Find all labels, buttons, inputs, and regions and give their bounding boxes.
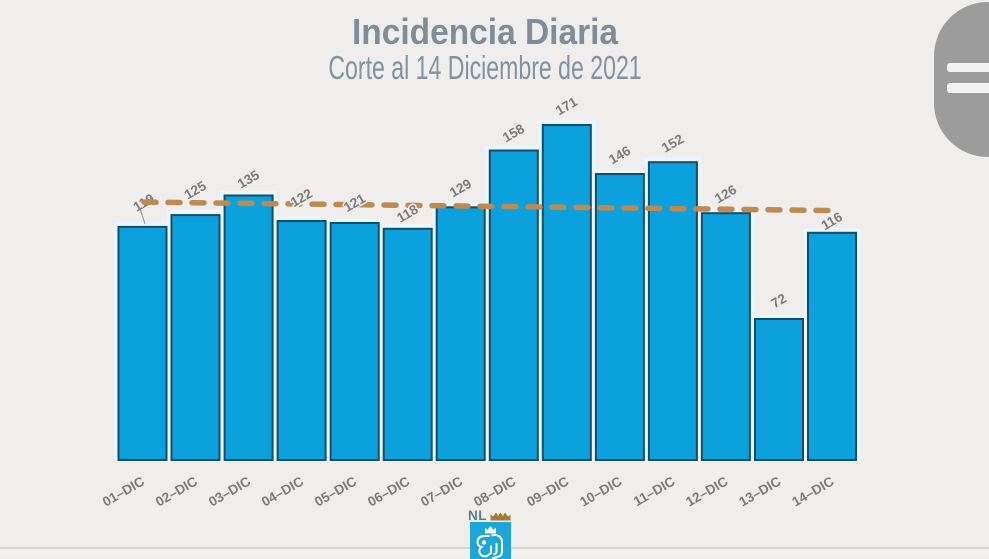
svg-text:07–DIC: 07–DIC xyxy=(418,473,465,509)
svg-text:01–DIC: 01–DIC xyxy=(100,473,147,509)
svg-text:10–DIC: 10–DIC xyxy=(577,473,624,509)
svg-text:08–DIC: 08–DIC xyxy=(471,473,518,509)
svg-text:121: 121 xyxy=(341,190,368,214)
svg-text:135: 135 xyxy=(235,167,262,191)
svg-text:04–DIC: 04–DIC xyxy=(259,473,306,509)
svg-text:06–DIC: 06–DIC xyxy=(365,473,412,509)
svg-text:129: 129 xyxy=(447,176,474,200)
svg-text:146: 146 xyxy=(606,143,633,167)
svg-text:126: 126 xyxy=(712,182,739,206)
svg-text:03–DIC: 03–DIC xyxy=(206,473,253,509)
svg-text:11–DIC: 11–DIC xyxy=(631,473,678,509)
svg-text:72: 72 xyxy=(768,291,789,312)
svg-text:05–DIC: 05–DIC xyxy=(312,473,359,509)
svg-text:158: 158 xyxy=(500,121,527,145)
svg-text:09–DIC: 09–DIC xyxy=(524,473,571,509)
svg-text:171: 171 xyxy=(553,94,580,118)
svg-text:125: 125 xyxy=(182,178,209,202)
svg-text:13–DIC: 13–DIC xyxy=(736,473,783,509)
svg-text:14–DIC: 14–DIC xyxy=(789,473,836,509)
svg-text:02–DIC: 02–DIC xyxy=(153,473,200,509)
svg-text:152: 152 xyxy=(659,131,686,155)
svg-text:12–DIC: 12–DIC xyxy=(683,473,730,509)
